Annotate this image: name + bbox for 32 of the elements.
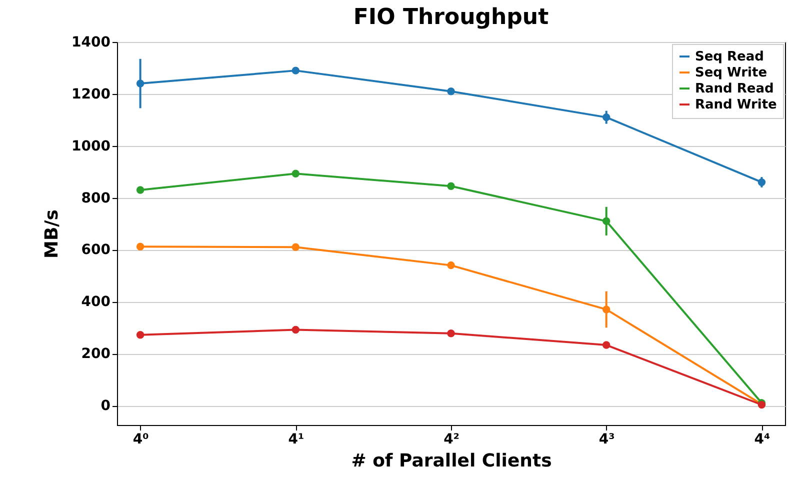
- x-tick-label: 4⁰: [132, 432, 149, 448]
- y-axis-title: MB/s: [42, 210, 63, 258]
- legend-label: Rand Write: [695, 98, 778, 112]
- point: [136, 242, 144, 250]
- x-tick-label: 4¹: [288, 432, 304, 448]
- x-tick-label: 4⁴: [754, 432, 770, 448]
- point: [292, 326, 300, 334]
- legend-label: Rand Read: [695, 82, 774, 96]
- point: [447, 87, 455, 96]
- point: [292, 170, 300, 178]
- point: [602, 341, 610, 349]
- point: [447, 329, 455, 338]
- point: [136, 186, 144, 194]
- y-tick-label: 600: [81, 242, 111, 258]
- y-tick-label: 800: [81, 190, 111, 206]
- y-tick-label: 1200: [72, 86, 111, 102]
- x-tick-label: 4²: [444, 432, 460, 448]
- point: [447, 182, 455, 190]
- point: [292, 243, 300, 251]
- y-tick-label: 400: [81, 294, 111, 310]
- legend-label: Seq Write: [695, 66, 768, 80]
- y-tick-label: 200: [81, 346, 111, 362]
- point: [292, 66, 300, 74]
- chart-title: FIO Throughput: [353, 5, 550, 30]
- y-tick-label: 1000: [72, 138, 111, 154]
- x-axis-title: # of Parallel Clients: [351, 450, 552, 472]
- legend-label: Seq Read: [695, 50, 764, 64]
- y-tick-label: 0: [100, 398, 111, 414]
- point: [447, 261, 455, 270]
- x-tick-label: 4³: [598, 432, 615, 448]
- y-tick-label: 1400: [72, 34, 111, 50]
- point: [136, 331, 144, 339]
